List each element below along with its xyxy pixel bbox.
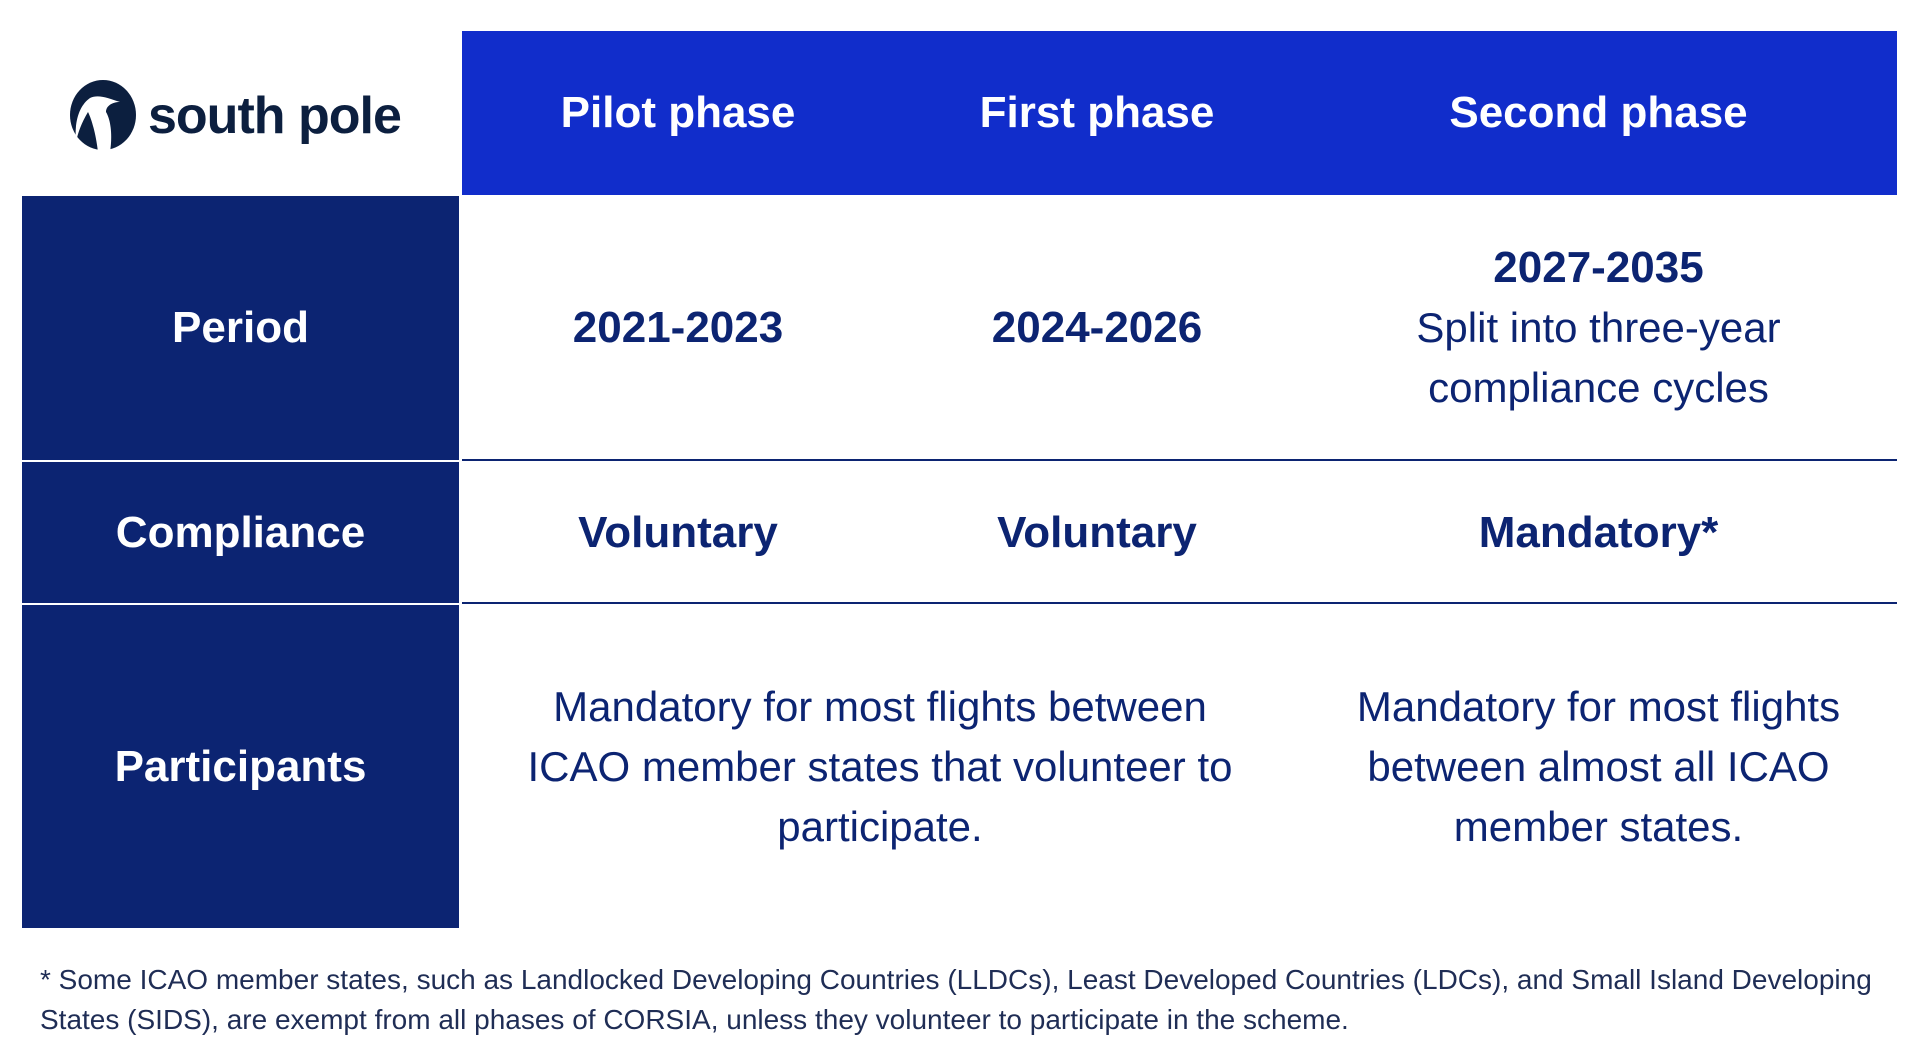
row-divider [462, 602, 1897, 604]
period-first: 2024-2026 [991, 303, 1203, 352]
period-second-note: Split into three-year compliance cycles [1416, 304, 1781, 411]
period-pilot: 2021-2023 [572, 303, 784, 352]
row-label-period: Period [22, 196, 459, 460]
compliance-pilot: Voluntary [578, 507, 778, 557]
column-header-second: Second phase [1449, 88, 1748, 137]
penguin-icon [70, 80, 136, 152]
row-label-participants: Participants [22, 605, 459, 928]
period-second-years: 2027-2035 [1493, 243, 1704, 292]
brand-logo: south pole [68, 80, 402, 152]
participants-pilot-first: Mandatory for most flights between ICAO … [527, 682, 1233, 850]
column-header-first: First phase [979, 88, 1215, 137]
column-header-pilot: Pilot phase [560, 88, 796, 137]
participants-second: Mandatory for most flights between almos… [1356, 682, 1841, 850]
period-second: 2027-2035 Split into three-year complian… [1300, 196, 1897, 460]
row-label-compliance: Compliance [22, 462, 459, 603]
table-header: Pilot phase First phase Second phase [462, 31, 1897, 195]
footnote: * Some ICAO member states, such as Landl… [40, 964, 1872, 1035]
compliance-first: Voluntary [997, 507, 1197, 557]
row-divider [462, 459, 1897, 461]
brand-name: south pole [148, 87, 402, 145]
compliance-second: Mandatory* [1478, 507, 1719, 557]
